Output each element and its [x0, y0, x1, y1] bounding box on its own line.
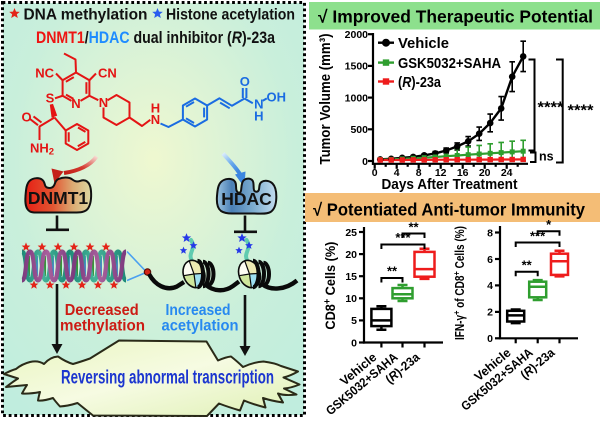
svg-text:16: 16	[457, 167, 469, 179]
svg-text:CN: CN	[98, 66, 117, 81]
svg-text:Decreased: Decreased	[65, 302, 139, 319]
svg-text:15: 15	[345, 271, 357, 283]
svg-text:0: 0	[362, 156, 368, 168]
svg-text:(R)-23a: (R)-23a	[398, 74, 442, 91]
svg-text:acetylation: acetylation	[162, 318, 239, 335]
svg-text:OH: OH	[267, 90, 287, 105]
svg-text:6: 6	[487, 254, 493, 266]
svg-text:HDAC: HDAC	[221, 189, 272, 209]
svg-text:Tumor Volume (mm³): Tumor Volume (mm³)	[317, 33, 334, 164]
svg-text:500: 500	[350, 124, 368, 136]
svg-text:O: O	[240, 74, 250, 89]
svg-text:DNMT1/HDAC dual inhibitor (R)-: DNMT1/HDAC dual inhibitor (R)-23a	[36, 29, 276, 47]
svg-text:IFN-γ+ of CD8+ Cells (%): IFN-γ+ of CD8+ Cells (%)	[452, 226, 468, 340]
svg-text:N: N	[99, 95, 108, 110]
svg-text:10: 10	[345, 293, 357, 305]
svg-text:2: 2	[487, 307, 493, 319]
svg-text:H: H	[151, 101, 160, 116]
svg-text:24: 24	[501, 167, 513, 179]
svg-text:Days After Treatment: Days After Treatment	[382, 177, 518, 193]
svg-text:S: S	[46, 90, 55, 105]
svg-text:√ Improved Therapeutic Potenti: √ Improved Therapeutic Potential	[318, 7, 593, 27]
svg-text:Histone acetylation: Histone acetylation	[166, 7, 295, 24]
svg-text:CD8+ Cells (%): CD8+ Cells (%)	[322, 242, 338, 330]
svg-text:5: 5	[351, 315, 357, 327]
svg-text:H: H	[254, 109, 263, 124]
svg-text:Reversing abnormal transcripti: Reversing abnormal transcription	[61, 368, 274, 389]
svg-text:2000: 2000	[345, 29, 369, 41]
svg-text:****: ****	[538, 100, 565, 117]
svg-text:4: 4	[394, 167, 400, 179]
svg-text:GSK5032+SAHA: GSK5032+SAHA	[398, 55, 501, 72]
svg-text:√ Potentiated Anti-tumor Immun: √ Potentiated Anti-tumor Immunity	[313, 200, 585, 220]
svg-text:***: ***	[530, 229, 546, 244]
svg-text:12: 12	[435, 167, 447, 179]
svg-text:4: 4	[487, 280, 493, 292]
svg-text:****: ****	[568, 103, 595, 120]
svg-text:**: **	[387, 264, 398, 279]
svg-text:N: N	[254, 97, 263, 112]
svg-text:N: N	[71, 96, 80, 111]
svg-text:1500: 1500	[345, 61, 369, 73]
svg-text:*: *	[546, 217, 552, 232]
svg-text:20: 20	[479, 167, 491, 179]
svg-text:NH2: NH2	[30, 141, 54, 158]
svg-text:0: 0	[351, 337, 357, 349]
svg-text:Increased: Increased	[166, 302, 231, 319]
svg-text:**: **	[522, 258, 533, 273]
svg-text:O: O	[21, 110, 31, 125]
svg-text:1000: 1000	[345, 92, 369, 104]
svg-text:0: 0	[372, 167, 378, 179]
svg-text:DNA methylation: DNA methylation	[24, 7, 148, 24]
svg-text:8: 8	[416, 167, 422, 179]
svg-text:**: **	[408, 220, 419, 235]
svg-text:NC: NC	[35, 66, 54, 81]
svg-text:N: N	[151, 112, 160, 127]
svg-text:methylation: methylation	[60, 318, 145, 335]
svg-text:Vehicle: Vehicle	[398, 35, 449, 52]
svg-text:8: 8	[487, 227, 493, 239]
svg-text:25: 25	[345, 227, 357, 239]
svg-text:DNMT1: DNMT1	[28, 188, 89, 208]
svg-text:0: 0	[487, 333, 493, 345]
svg-text:ns: ns	[539, 150, 554, 164]
svg-text:20: 20	[345, 249, 357, 261]
